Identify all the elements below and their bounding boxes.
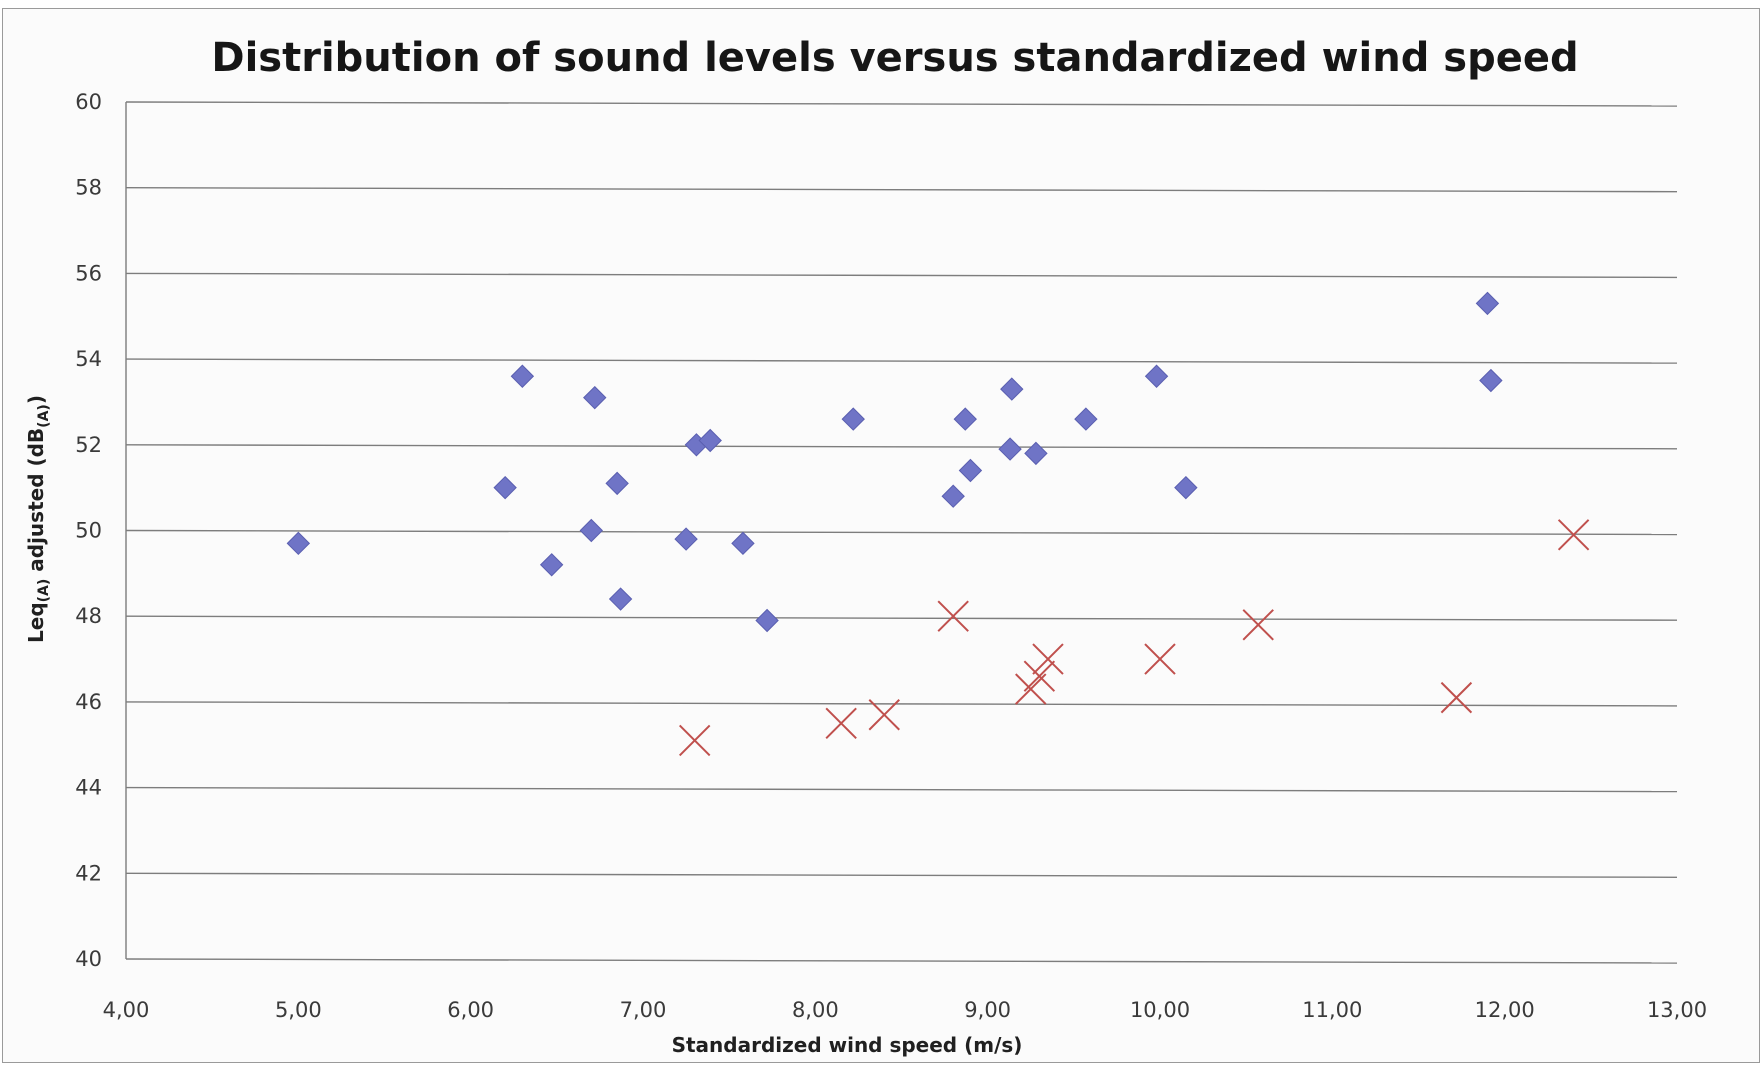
gridline-y-60 (125, 101, 1678, 107)
data-point-diamond (608, 587, 633, 611)
data-point-diamond (731, 531, 755, 556)
cross-stroke (1015, 673, 1047, 705)
cross-stroke (825, 707, 857, 740)
cross-stroke (937, 600, 969, 632)
y-tick-label: 58 (75, 176, 102, 200)
y-tick-label: 56 (75, 261, 102, 285)
y-tick-label: 54 (75, 347, 102, 371)
scatter-chart: Distribution of sound levels versus stan… (24, 35, 1707, 1057)
x-tick-label: 7,00 (620, 998, 667, 1022)
cross-stroke (678, 724, 711, 757)
data-point-diamond (1174, 475, 1198, 500)
gridline-y-44 (125, 786, 1678, 793)
data-point-diamond (958, 458, 983, 483)
data-point-cross (1242, 609, 1274, 641)
data-point-diamond (1000, 377, 1024, 401)
data-point-cross (1023, 660, 1056, 692)
y-axis-tick-labels: 40 42 44 46 48 50 52 54 56 58 60 (75, 90, 102, 971)
data-point-cross (868, 699, 900, 731)
x-tick-label: 5,00 (275, 998, 322, 1022)
gridline-y-58 (125, 186, 1678, 193)
y-axis-label: Leq(A) adjusted (dB(A)) (24, 395, 52, 643)
x-tick-label: 13,00 (1647, 998, 1707, 1022)
cross-stroke (1440, 681, 1473, 714)
x-tick-label: 9,00 (964, 998, 1011, 1022)
data-point-diamond (1479, 368, 1503, 393)
data-point-cross (1440, 681, 1473, 714)
data-point-diamond (841, 407, 865, 431)
cross-stroke (1032, 643, 1064, 675)
data-points (286, 291, 1590, 757)
x-axis-label: Standardized wind speed (m/s) (672, 1033, 1023, 1057)
y-tick-label: 40 (75, 947, 102, 971)
data-point-cross (1015, 673, 1047, 705)
x-axis-tick-labels: 4,00 5,00 6,00 7,00 8,00 9,00 10,00 11,00 12,00 1… (103, 998, 1707, 1022)
data-point-diamond (941, 484, 965, 508)
gridline-y-48 (125, 615, 1678, 621)
data-point-diamond (1144, 364, 1169, 388)
data-point-cross (825, 707, 857, 740)
data-point-cross (1557, 519, 1590, 551)
gridlines (125, 101, 1678, 964)
y-axis-label-end: ) (24, 395, 48, 404)
y-axis-label-subscript-1: (A) (36, 579, 52, 603)
data-point-diamond (953, 407, 977, 431)
y-axis-label-subscript-2: (A) (36, 404, 52, 428)
data-point-diamond (286, 531, 311, 556)
chart-title: Distribution of sound levels versus stan… (211, 35, 1578, 81)
data-point-diamond (510, 364, 535, 388)
y-tick-label: 60 (75, 90, 102, 114)
gridline-y-52 (125, 444, 1678, 450)
data-point-diamond (1074, 407, 1098, 431)
y-tick-label: 52 (75, 433, 102, 457)
chart-area: Distribution of sound levels versus stan… (2, 8, 1760, 1063)
y-tick-label: 46 (75, 690, 102, 714)
data-point-diamond (583, 385, 607, 410)
gridline-y-42 (125, 872, 1678, 878)
data-point-diamond (1475, 291, 1500, 316)
x-tick-label: 6,00 (447, 998, 494, 1022)
cross-stroke (868, 699, 900, 731)
cross-stroke (1242, 609, 1274, 641)
gridline-y-46 (125, 701, 1678, 707)
y-tick-label: 50 (75, 519, 102, 543)
y-axis-label-middle: adjusted (dB (24, 428, 48, 579)
data-point-diamond (539, 553, 564, 577)
x-tick-label: 10,00 (1130, 998, 1190, 1022)
y-tick-label: 44 (75, 776, 102, 800)
data-point-diamond (698, 428, 722, 453)
cross-stroke (1023, 660, 1056, 692)
data-point-diamond (998, 437, 1022, 461)
data-point-diamond (755, 608, 779, 633)
cross-stroke (1144, 643, 1176, 675)
gridline-y-54 (125, 358, 1678, 364)
data-point-diamond (605, 471, 629, 496)
y-axis-label-base: Leq (24, 602, 48, 643)
gridline-y-40 (125, 958, 1678, 964)
data-point-cross (1032, 643, 1064, 675)
cross-stroke (1557, 519, 1590, 551)
data-point-diamond (493, 475, 517, 500)
data-point-diamond (1024, 441, 1048, 466)
x-tick-label: 11,00 (1302, 998, 1362, 1022)
gridline-y-50 (125, 529, 1678, 536)
y-tick-label: 48 (75, 604, 102, 628)
gridline-y-56 (125, 272, 1678, 279)
data-point-cross (937, 600, 969, 632)
y-tick-label: 42 (75, 861, 102, 885)
data-point-cross (678, 724, 711, 757)
data-point-cross (1144, 643, 1176, 675)
data-point-diamond (579, 518, 604, 543)
x-tick-label: 12,00 (1475, 998, 1535, 1022)
x-tick-label: 4,00 (103, 998, 150, 1022)
data-point-diamond (674, 527, 698, 551)
x-tick-label: 8,00 (792, 998, 839, 1022)
